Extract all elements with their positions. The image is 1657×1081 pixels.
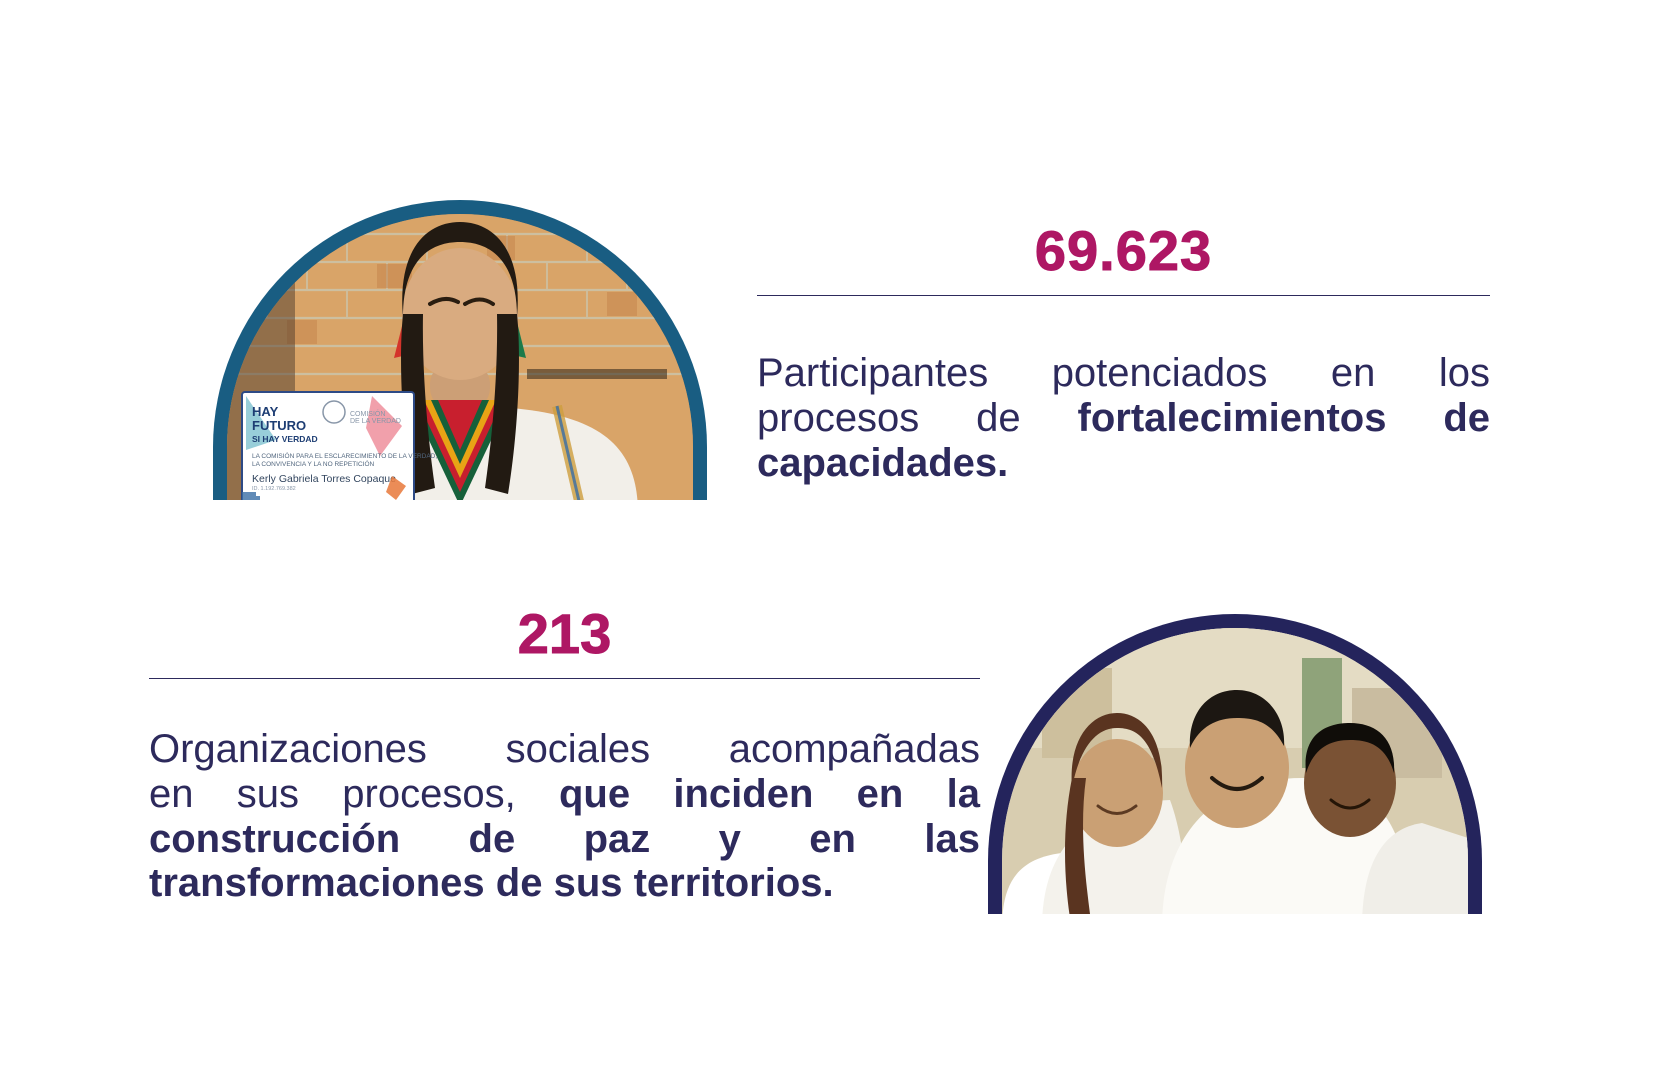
svg-text:LA COMISIÓN PARA EL ESCLARECIM: LA COMISIÓN PARA EL ESCLARECIMIENTO DE L… xyxy=(252,451,437,460)
svg-text:Kerly Gabriela Torres Copaque: Kerly Gabriela Torres Copaque xyxy=(252,473,396,485)
svg-text:COMISIÓN: COMISIÓN xyxy=(350,409,385,418)
svg-text:LA CONVIVENCIA Y LA NO REPETIC: LA CONVIVENCIA Y LA NO REPETICIÓN xyxy=(252,459,375,468)
svg-text:FUTURO: FUTURO xyxy=(252,418,306,433)
svg-text:ID. 1.192.769.382: ID. 1.192.769.382 xyxy=(252,486,296,492)
svg-text:SI HAY VERDAD: SI HAY VERDAD xyxy=(252,434,318,444)
svg-text:DE LA VERDAD: DE LA VERDAD xyxy=(350,418,401,425)
svg-text:HAY: HAY xyxy=(252,404,279,419)
